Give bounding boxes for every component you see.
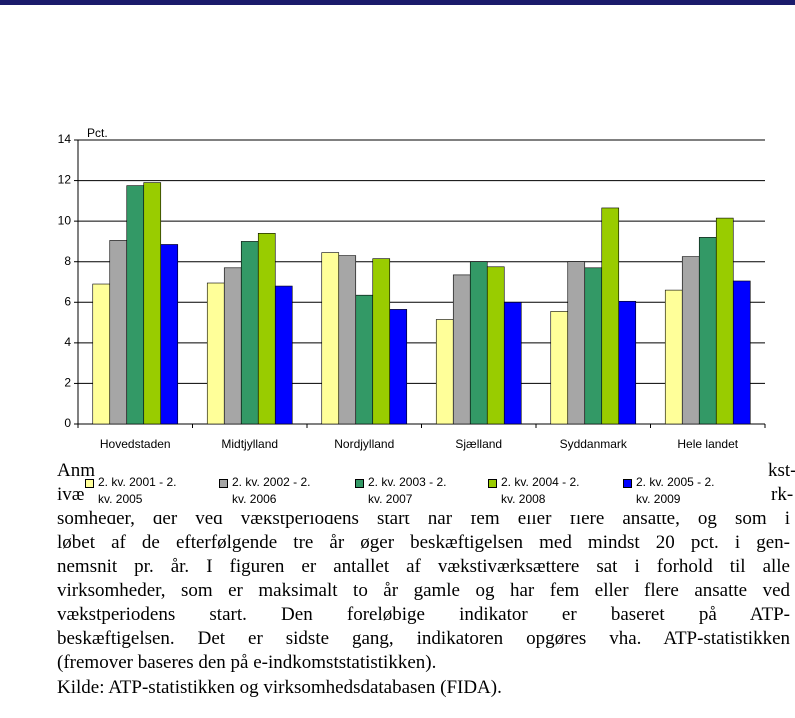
bar — [618, 300, 637, 425]
legend-label: 2. kv. 2003 - 2. kv. 2007 — [368, 475, 447, 506]
bar — [486, 266, 505, 425]
x-tick-label: Syddanmark — [560, 437, 628, 451]
y-tick-label: 0 — [64, 416, 71, 430]
bar — [584, 267, 603, 425]
legend-label: 2. kv. 2002 - 2. kv. 2006 — [232, 475, 311, 506]
bar — [274, 285, 293, 425]
y-tick-label: 8 — [64, 254, 71, 268]
bar — [109, 240, 128, 425]
bar — [257, 233, 276, 425]
x-tick-label: Sjælland — [455, 437, 502, 451]
bar — [698, 237, 717, 425]
x-tick-label: Hovedstaden — [100, 437, 171, 451]
bar — [435, 319, 454, 425]
x-tick-label: Nordjylland — [334, 437, 394, 451]
top-bar — [0, 0, 795, 5]
text-fragment: rk- — [771, 484, 794, 505]
text-line: løbet af de efterfølgende tre år øger be… — [57, 532, 790, 553]
bar — [732, 280, 751, 425]
bar — [715, 217, 734, 425]
text-line: virksomheder, som er maksimalt to år gam… — [57, 580, 790, 601]
text-line: vækstperiodens start. Den foreløbige ind… — [57, 604, 790, 625]
y-axis-label: Pct. — [87, 126, 108, 140]
bar — [126, 185, 145, 425]
y-tick-label: 14 — [58, 132, 72, 146]
bar — [452, 274, 471, 425]
text-line: nemsnit pr. år. I figuren er antallet af… — [57, 556, 790, 577]
bar — [372, 258, 391, 425]
legend-swatch — [488, 479, 497, 488]
legend-background — [100, 460, 762, 515]
text-fragment: ivæ — [57, 484, 85, 505]
text-line: Kilde: ATP-statistikken og virksomhedsda… — [57, 677, 502, 698]
bar — [389, 309, 408, 425]
bar — [567, 261, 586, 425]
y-tick-label: 6 — [64, 294, 71, 308]
legend-swatch — [623, 479, 632, 488]
bar — [601, 207, 620, 425]
legend-label: 2. kv. 2001 - 2. kv. 2005 — [98, 475, 177, 506]
bar — [143, 182, 162, 425]
bar — [206, 282, 225, 425]
y-tick-label: 4 — [64, 335, 71, 349]
bar — [338, 255, 357, 425]
bar — [355, 294, 374, 425]
bar — [240, 241, 259, 425]
bar — [503, 301, 522, 425]
bar — [92, 283, 111, 425]
legend-swatch — [85, 479, 94, 488]
text-fragment: kst- — [768, 460, 795, 481]
bar — [160, 244, 179, 425]
x-tick-label: Midtjylland — [221, 437, 278, 451]
bar — [550, 311, 569, 425]
legend-label: 2. kv. 2005 - 2. kv. 2009 — [636, 475, 715, 506]
legend-label: 2. kv. 2004 - 2. kv. 2008 — [501, 475, 580, 506]
legend-swatch — [219, 479, 228, 488]
y-tick-label: 12 — [58, 173, 72, 187]
bar — [223, 267, 242, 425]
y-tick-label: 10 — [58, 213, 72, 227]
y-tick-label: 2 — [64, 376, 71, 390]
text-line: (fremover baseres den på e-indkomststati… — [57, 652, 437, 673]
text-fragment: Anm — [57, 460, 95, 481]
bar — [664, 289, 683, 425]
bar — [469, 261, 488, 425]
x-tick-label: Hele landet — [677, 437, 738, 451]
legend-swatch — [355, 479, 364, 488]
chart: Pct. 0 2 4 6 8 10 12 14 Hovedstaden Midtjylland No… — [55, 125, 767, 515]
bar — [321, 252, 340, 425]
text-line: beskæftigelsen. Det er sidste gang, indi… — [57, 628, 790, 649]
bar — [681, 256, 700, 425]
